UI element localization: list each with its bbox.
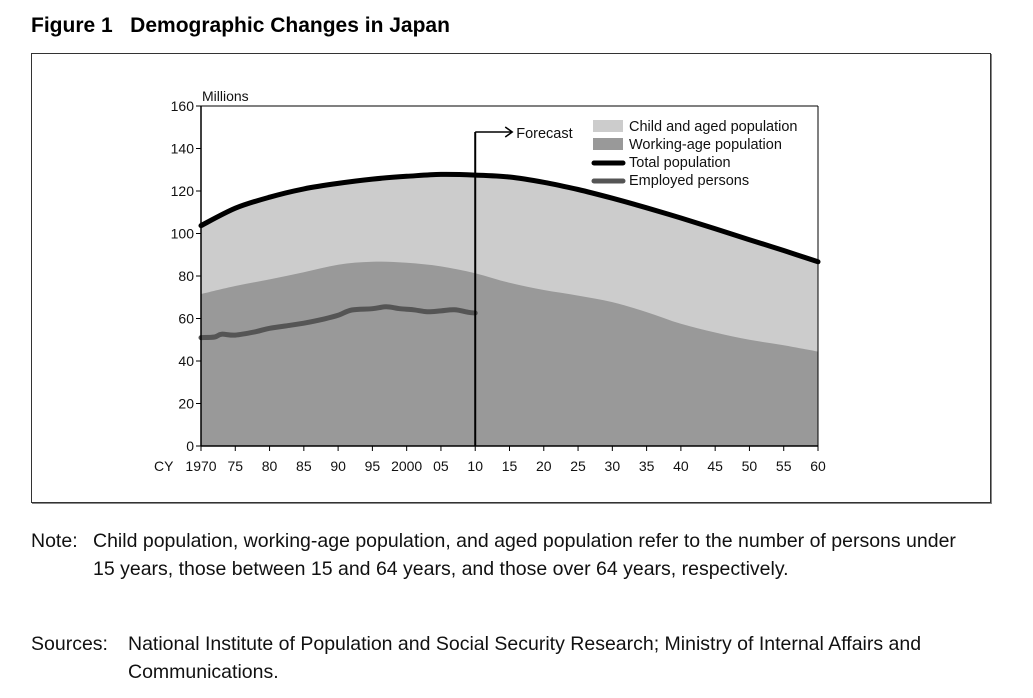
x-tick-label: 20 [536,458,552,474]
legend-label: Total population [629,155,731,171]
note: Note: Child population, working-age popu… [31,527,961,583]
legend-label: Working-age population [629,137,782,153]
legend-item: Working-age population [593,137,782,153]
x-tick-label: 15 [502,458,518,474]
x-tick-label: 55 [776,458,792,474]
sources-label: Sources: [31,633,108,655]
y-tick-label: 120 [171,183,195,199]
x-tick-label: 60 [810,458,826,474]
x-tick-label: 05 [433,458,449,474]
legend-item: Child and aged population [593,119,798,135]
y-tick-label: 160 [171,98,195,114]
forecast-arrow-icon [504,126,514,138]
x-tick-label: 10 [467,458,483,474]
x-tick-label: 40 [673,458,689,474]
y-tick-label: 40 [178,353,194,369]
chart-svg: 0 20 40 60 80 100 120 140 160 Millions 1970 75 80 85 9… [154,88,826,474]
line-employed-persons [198,304,478,341]
note-label: Note: [31,530,78,552]
x-tick-label: 80 [262,458,278,474]
y-tick-label: 140 [171,141,195,157]
x-tick-label: 25 [570,458,586,474]
legend-swatch [593,120,623,132]
x-tick-label: 45 [707,458,723,474]
legend-item: Total population [591,155,731,171]
note-text: Child population, working-age population… [93,530,956,580]
y-axis-label: Millions [202,88,249,104]
legend: Child and aged population Working-age pop… [591,119,798,189]
area-layer [201,174,818,446]
y-tick-label: 80 [178,268,194,284]
line-layer [198,171,821,341]
chart-frame [31,53,991,503]
x-tick-label: 90 [330,458,346,474]
y-tick-label: 0 [186,438,194,454]
sources: Sources: National Institute of Populatio… [31,630,961,686]
x-tick-label: 50 [742,458,758,474]
legend-swatch [593,138,623,150]
legend-item: Employed persons [591,173,749,189]
forecast-label: Forecast [516,126,572,142]
sources-text: National Institute of Population and Soc… [128,633,922,683]
y-tick-label: 60 [178,311,194,327]
x-axis-prefix: CY [154,458,174,474]
forecast-annotation-layer: Forecast [474,126,573,446]
figure-title: Figure 1 Demographic Changes in Japan [31,14,450,37]
x-tick-label: 1970 [185,458,216,474]
legend-label: Child and aged population [629,119,798,135]
x-tick-label: 30 [605,458,621,474]
axes-layer: 0 20 40 60 80 100 120 140 160 Millions 1970 75 80 85 9… [154,88,826,474]
legend-label: Employed persons [629,173,749,189]
x-tick-label: 35 [639,458,655,474]
y-tick-label: 20 [178,396,194,412]
x-tick-label: 85 [296,458,312,474]
x-tick-label: 95 [365,458,381,474]
y-tick-label: 100 [171,226,195,242]
x-tick-label: 2000 [391,458,422,474]
x-tick-label: 75 [227,458,243,474]
line-total-population [198,171,821,265]
